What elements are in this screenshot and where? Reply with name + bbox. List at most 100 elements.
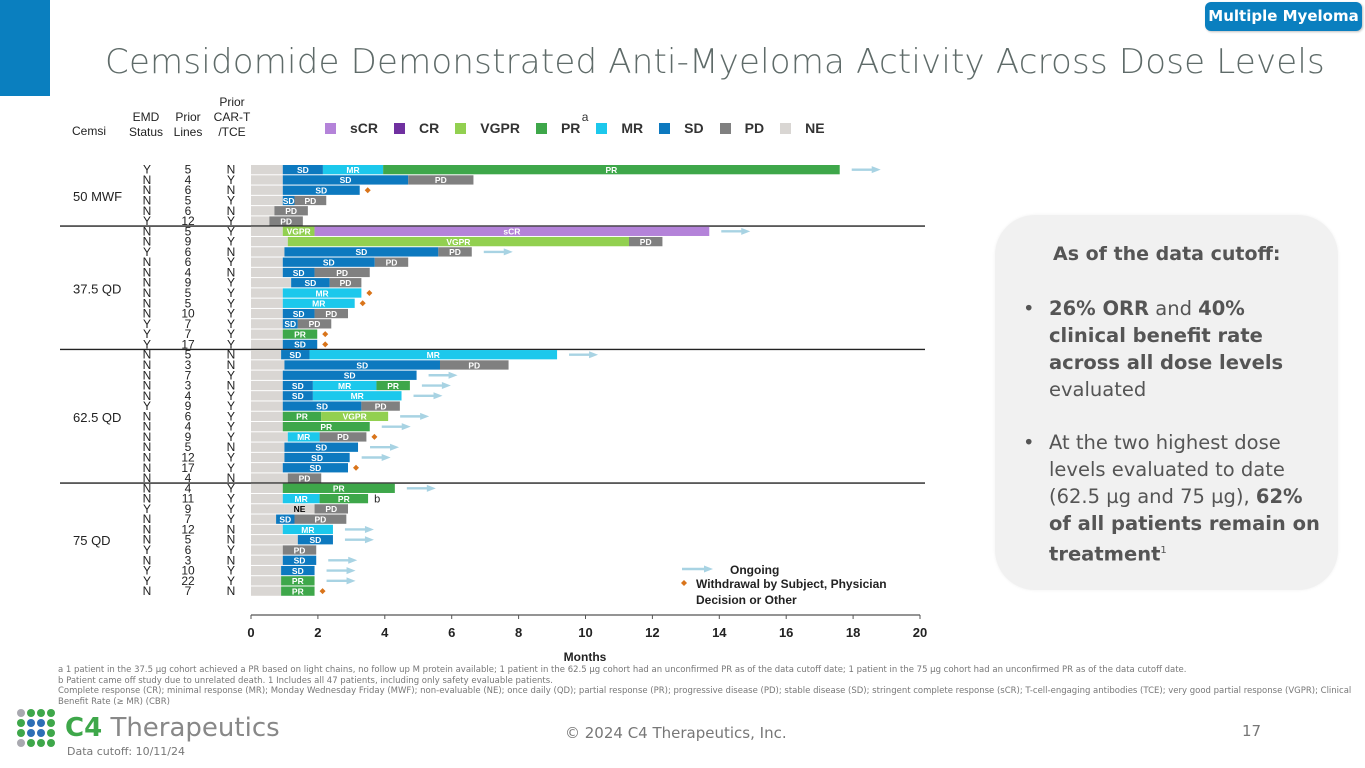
ongoing-arrow-icon <box>344 536 374 544</box>
bar-label: SD <box>289 350 301 360</box>
callout-bullet-orr: 26% ORR and 40% clinical benefit rate ac… <box>1015 295 1325 403</box>
emd-status-cell: N <box>143 276 152 290</box>
baseline-bar <box>251 473 288 483</box>
emd-status-cell: N <box>143 173 152 187</box>
prior-cart-cell: Y <box>227 307 235 321</box>
baseline-bar <box>251 493 283 504</box>
legend-swatch <box>325 122 336 134</box>
bar-label: MR <box>295 494 308 504</box>
bar-label: PD <box>325 309 337 319</box>
x-tick-label: 2 <box>314 625 321 640</box>
prior-cart-cell: Y <box>227 481 235 495</box>
bar-label: SD <box>283 196 295 206</box>
baseline-bar <box>251 257 283 267</box>
response-bar-scr <box>314 226 710 236</box>
prior-lines-cell: 7 <box>185 368 192 382</box>
response-bar-mr <box>282 524 333 535</box>
page-title: Cemsidomide Demonstrated Anti-Myeloma Ac… <box>105 42 1325 82</box>
bar-label: SD <box>316 401 328 411</box>
bar-label: SD <box>315 443 327 453</box>
emd-status-cell: Y <box>143 337 151 351</box>
baseline-bar <box>251 236 288 247</box>
swimmer-chart: Y 5 N SD MR PRN 4 Y SD PDN 6 N SDN 5 Y SD PDN 6 N PDY 12 Y PD5… <box>60 163 927 664</box>
legend-item-sd: SD <box>659 120 704 136</box>
prior-cart-cell: Y <box>227 173 235 187</box>
prior-cart-cell: N <box>227 348 236 362</box>
baseline-bar <box>251 576 282 586</box>
response-bar-pd <box>439 360 509 370</box>
bar-label: PR <box>606 165 618 175</box>
prior-lines-cell: 11 <box>182 492 195 506</box>
emd-status-cell: N <box>143 235 152 249</box>
x-tick-label: 18 <box>846 625 860 640</box>
response-bar-sd <box>282 555 317 565</box>
response-bar-pd <box>361 401 400 411</box>
page-number: 17 <box>1242 722 1262 740</box>
emd-status-cell: N <box>143 183 152 197</box>
emd-status-cell: N <box>143 193 152 207</box>
bar-label: SD <box>294 556 306 566</box>
baseline-bar <box>251 555 283 565</box>
prior-lines-cell: 5 <box>185 286 192 300</box>
prior-lines-cell: 10 <box>181 564 195 578</box>
cohort-label: 37.5 QD <box>73 281 121 296</box>
emd-status-cell: Y <box>143 327 151 341</box>
cemsi-header: Cemsi <box>72 124 107 138</box>
response-bar-vgpr <box>287 236 629 247</box>
baseline-bar <box>251 442 285 452</box>
prior-lines-cell: 12 <box>181 214 195 228</box>
emd-status-cell: N <box>143 286 152 300</box>
response-bar-pr <box>383 165 840 175</box>
response-bar-sd <box>282 380 313 391</box>
emd-status-cell: N <box>143 553 152 567</box>
baseline-bar <box>251 247 285 257</box>
company-logo: C4 Therapeutics <box>17 709 280 747</box>
response-bar-pr <box>281 576 315 586</box>
emd-status-cell: N <box>143 440 152 454</box>
prior-lines-cell: 10 <box>181 307 195 321</box>
emd-status-cell: N <box>143 522 152 536</box>
footnote-abbreviations: Complete response (CR); minimal response… <box>58 686 1352 707</box>
prior-cart-cell: Y <box>227 327 235 341</box>
bar-label: SD <box>293 268 305 278</box>
logo-wordmark: C4 Therapeutics <box>65 713 280 743</box>
prior-cart-cell: N <box>227 265 236 279</box>
topic-badge: Multiple Myeloma <box>1205 2 1362 31</box>
x-tick-label: 6 <box>448 625 455 640</box>
bar-label: PD <box>337 432 349 442</box>
ongoing-arrow-icon <box>721 227 751 235</box>
ongoing-arrow-icon <box>344 525 374 533</box>
emd-status-cell: Y <box>143 317 151 331</box>
prior-lines-cell: 9 <box>185 276 192 290</box>
bar-label: SD <box>292 566 304 576</box>
baseline-bar <box>251 401 283 411</box>
response-bar-pd <box>294 195 327 206</box>
prior-cart-cell: Y <box>227 420 235 434</box>
bar-label: sCR <box>503 227 520 237</box>
bar-label: MR <box>346 165 359 175</box>
prior-cart-cell: Y <box>227 286 235 300</box>
prior-cart-cell: N <box>227 522 236 536</box>
prior-cart-cell: N <box>227 163 236 177</box>
prior-cart-cell: N <box>227 245 236 259</box>
key-findings-callout: As of the data cutoff: 26% ORR and 40% c… <box>995 215 1338 590</box>
bar-label: PD <box>386 257 398 267</box>
response-bar-sd <box>282 267 315 278</box>
baseline-bar <box>251 504 285 514</box>
baseline-bar <box>251 350 282 360</box>
prior-cart-cell: Y <box>227 409 235 423</box>
bar-label: PD <box>340 278 352 288</box>
baseline-bar <box>251 360 285 370</box>
emd-status-cell: Y <box>143 502 151 516</box>
bar-label: SD <box>340 175 352 185</box>
bar-label: SD <box>292 391 304 401</box>
bar-label: PR <box>294 329 306 339</box>
bar-label: PD <box>285 206 297 216</box>
emd-status-cell: N <box>143 430 152 444</box>
bar-label: PR <box>320 422 332 432</box>
baseline-bar <box>251 298 283 308</box>
bar-label: PR <box>296 412 308 422</box>
bar-label: MR <box>427 350 440 360</box>
bar-label: SD <box>344 371 356 381</box>
x-tick-label: 0 <box>247 625 254 640</box>
